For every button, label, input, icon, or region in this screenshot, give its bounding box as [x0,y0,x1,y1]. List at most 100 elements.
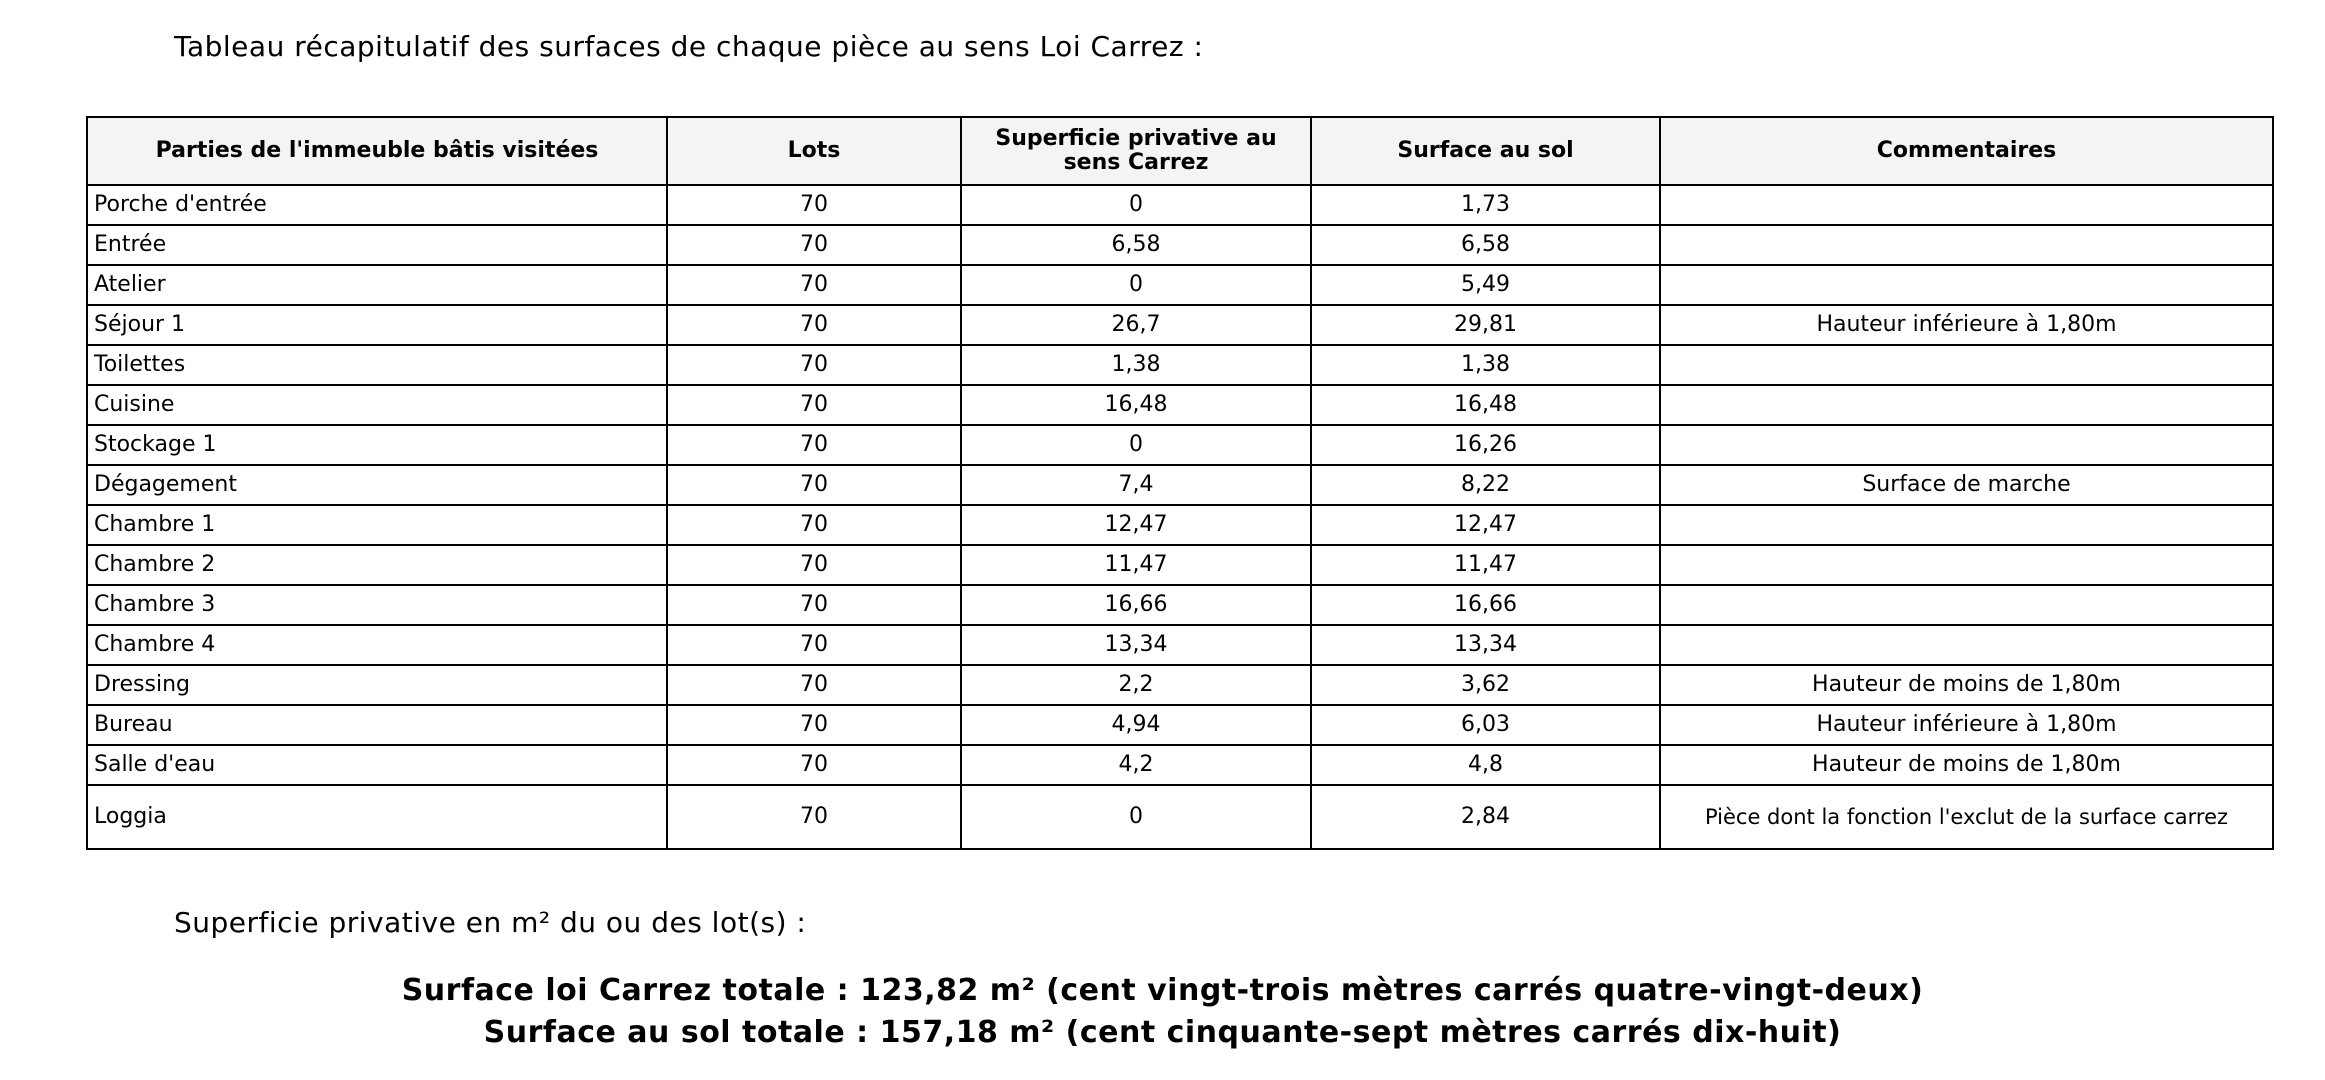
footer-label: Superficie privative en m² du ou des lot… [174,906,807,939]
table-cell: 70 [666,264,962,306]
table-cell [1659,424,2274,466]
table-cell: 6,03 [1310,704,1661,746]
table-cell: 70 [666,424,962,466]
table-cell: 70 [666,224,962,266]
table-cell: Chambre 3 [86,584,668,626]
table-cell: 0 [960,424,1312,466]
table-cell: Séjour 1 [86,304,668,346]
table-cell [1659,584,2274,626]
table-row: Cuisine 70 16,48 16,48 [86,384,2274,426]
table-cell: 16,48 [960,384,1312,426]
table-cell: Loggia [86,784,668,850]
table-cell: Entrée [86,224,668,266]
table-cell: Porche d'entrée [86,184,668,226]
table-cell [1659,544,2274,586]
table-cell: Toilettes [86,344,668,386]
table-cell [1659,264,2274,306]
table-row: Dégagement 70 7,4 8,22 Surface de marche [86,464,2274,506]
table-cell: 70 [666,744,962,786]
table-row: Dressing 70 2,2 3,62 Hauteur de moins de 1,8… [86,664,2274,706]
table-cell: 16,26 [1310,424,1661,466]
table-cell: 0 [960,184,1312,226]
total-line: Surface au sol totale : 157,18 m² (cent … [483,1015,1842,1050]
table-cell: 1,38 [960,344,1312,386]
table-row: Stockage 1 70 0 16,26 [86,424,2274,466]
table-cell: 2,84 [1310,784,1661,850]
table-row: Toilettes 70 1,38 1,38 [86,344,2274,386]
table-cell: Stockage 1 [86,424,668,466]
table-cell: 4,2 [960,744,1312,786]
table-cell: Pièce dont la fonction l'exclut de la su… [1659,784,2274,850]
table-cell: 3,62 [1310,664,1661,706]
table-cell [1659,224,2274,266]
table-row: Chambre 1 70 12,47 12,47 [86,504,2274,546]
table-row: Entrée 70 6,58 6,58 [86,224,2274,266]
column-header: Surface au sol [1310,116,1661,186]
totals: Surface loi Carrez totale : 123,82 m² (c… [0,970,2325,1054]
table-cell: Bureau [86,704,668,746]
table-cell [1659,184,2274,226]
table-cell: 70 [666,344,962,386]
table-cell: 12,47 [1310,504,1661,546]
title: Tableau récapitulatif des surfaces de ch… [174,30,1204,63]
column-header: Lots [666,116,962,186]
table-cell: 70 [666,584,962,626]
table-cell: 2,2 [960,664,1312,706]
table-row: Porche d'entrée 70 0 1,73 [86,184,2274,226]
table-cell: 70 [666,784,962,850]
table-cell: Atelier [86,264,668,306]
table-cell: 29,81 [1310,304,1661,346]
table-row: Salle d'eau 70 4,2 4,8 Hauteur de moins de 1… [86,744,2274,786]
column-header: Commentaires [1659,116,2274,186]
table-cell: Hauteur de moins de 1,80m [1659,664,2274,706]
table-cell: 70 [666,304,962,346]
table-cell: 70 [666,544,962,586]
table-cell: 5,49 [1310,264,1661,306]
table-cell: 4,8 [1310,744,1661,786]
table-cell: Dressing [86,664,668,706]
table-row: Bureau 70 4,94 6,03 Hauteur inférieure à 1,8… [86,704,2274,746]
table-cell: Chambre 1 [86,504,668,546]
table-cell [1659,384,2274,426]
table-cell: 0 [960,784,1312,850]
table-cell: 70 [666,664,962,706]
table-cell [1659,624,2274,666]
table-cell [1659,344,2274,386]
table-cell: 26,7 [960,304,1312,346]
table-row: Chambre 3 70 16,66 16,66 [86,584,2274,626]
table-cell: 7,4 [960,464,1312,506]
table-cell: 6,58 [1310,224,1661,266]
table-body: Porche d'entrée 70 0 1,73 Entrée 70 6,58 6,58 At… [86,184,2274,850]
column-header: Superficie privative au sens Carrez [960,116,1312,186]
header-row: Parties de l'immeuble bâtis visitées Lots… [86,116,2274,186]
table-cell: 0 [960,264,1312,306]
table-cell: 1,38 [1310,344,1661,386]
table-cell: 4,94 [960,704,1312,746]
table-row: Chambre 2 70 11,47 11,47 [86,544,2274,586]
table-cell: 11,47 [1310,544,1661,586]
surface-table: Parties de l'immeuble bâtis visitées Lots… [86,116,2274,850]
table-cell: Cuisine [86,384,668,426]
table-cell: 70 [666,704,962,746]
table-row: Chambre 4 70 13,34 13,34 [86,624,2274,666]
table-cell [1659,504,2274,546]
table-cell: Hauteur de moins de 1,80m [1659,744,2274,786]
table-cell: Chambre 4 [86,624,668,666]
table-cell: 13,34 [960,624,1312,666]
table-row: Atelier 70 0 5,49 [86,264,2274,306]
table-cell: Dégagement [86,464,668,506]
column-header: Parties de l'immeuble bâtis visitées [86,116,668,186]
table-cell: 8,22 [1310,464,1661,506]
table-cell: Surface de marche [1659,464,2274,506]
table-cell: 16,66 [960,584,1312,626]
table-cell: 12,47 [960,504,1312,546]
total-line: Surface loi Carrez totale : 123,82 m² (c… [401,973,1924,1008]
table-cell: 16,48 [1310,384,1661,426]
table-row: Séjour 1 70 26,7 29,81 Hauteur inférieure à … [86,304,2274,346]
table-cell: 70 [666,384,962,426]
table-cell: Hauteur inférieure à 1,80m [1659,704,2274,746]
table-cell: 13,34 [1310,624,1661,666]
table-cell: 70 [666,624,962,666]
table-cell: Hauteur inférieure à 1,80m [1659,304,2274,346]
